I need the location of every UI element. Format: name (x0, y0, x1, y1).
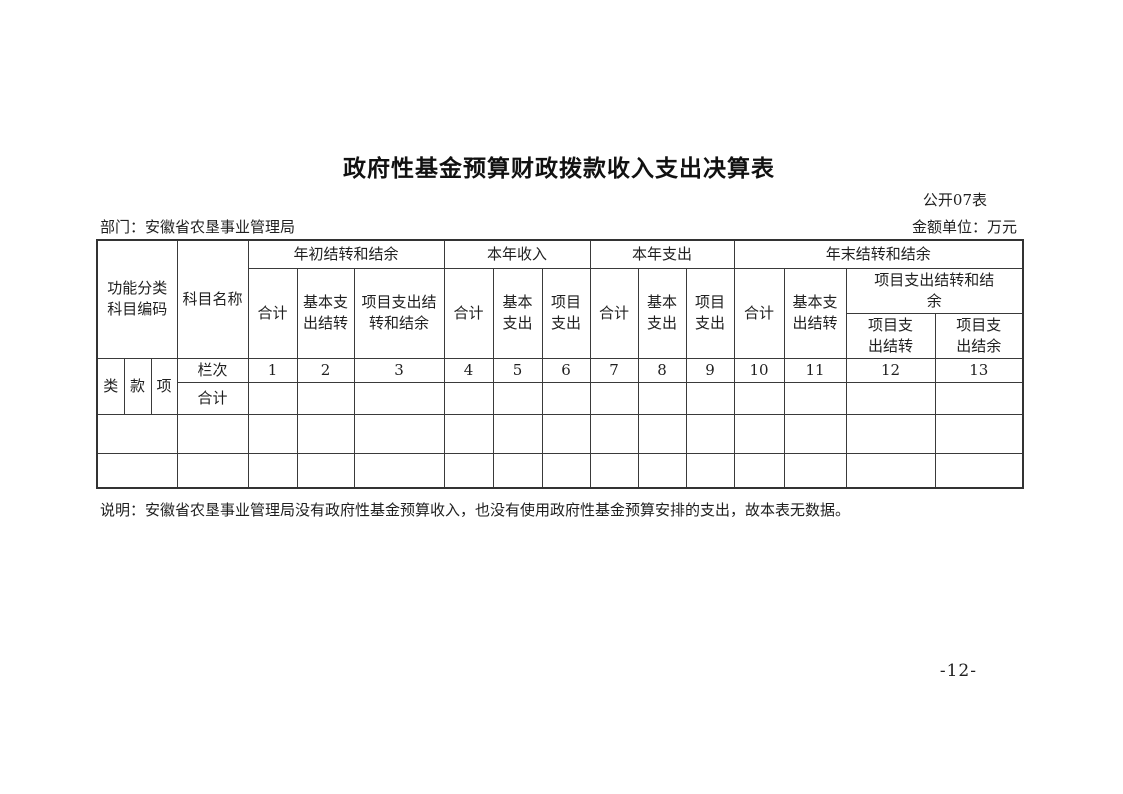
data-cell (541, 413, 591, 454)
header-begin-project-carryover: 项目支出结 转和结余 (353, 267, 445, 359)
data-cell (247, 413, 298, 454)
data-cell (845, 413, 936, 454)
department-line: 部门：安徽省农垦事业管理局 (100, 218, 296, 236)
header-income-project: 项目 支出 (541, 267, 591, 359)
col-number: 9 (685, 357, 735, 383)
data-cell (247, 452, 298, 489)
header-begin-total: 合计 (247, 267, 298, 359)
data-cell (637, 413, 687, 454)
data-cell (353, 452, 445, 489)
header-end-total: 合计 (733, 267, 785, 359)
header-subject-name: 科目名称 (176, 239, 249, 359)
data-cell (443, 381, 494, 415)
data-cell (541, 452, 591, 489)
header-expense-total: 合计 (589, 267, 639, 359)
header-end-project-group: 项目支出结转和结 余 (845, 267, 1024, 314)
code-cell (96, 413, 178, 454)
data-cell (845, 381, 936, 415)
header-group-year-expense: 本年支出 (589, 239, 735, 269)
header-group-end-balance: 年末结转和结余 (733, 239, 1024, 269)
data-cell (589, 452, 639, 489)
header-code-section: 款 (123, 357, 152, 415)
data-cell (685, 381, 735, 415)
col-number: 3 (353, 357, 445, 383)
data-cell (353, 381, 445, 415)
lanci-label: 栏次 (176, 357, 249, 383)
row-label-total: 合计 (176, 381, 249, 415)
header-income-total: 合计 (443, 267, 494, 359)
col-number: 4 (443, 357, 494, 383)
fund-budget-table: 功能分类 科目编码 科目名称 年初结转和结余 本年收入 本年支出 年末结转和结余… (96, 239, 1025, 489)
data-cell (296, 413, 355, 454)
col-number: 12 (845, 357, 936, 383)
header-func-code: 功能分类 科目编码 (96, 239, 178, 359)
header-income-basic: 基本 支出 (492, 267, 543, 359)
data-cell (934, 413, 1024, 454)
data-cell (443, 413, 494, 454)
data-cell (492, 452, 543, 489)
form-code: 公开07表 (922, 191, 987, 209)
data-cell (296, 452, 355, 489)
data-cell (733, 452, 785, 489)
col-number: 8 (637, 357, 687, 383)
col-number: 13 (934, 357, 1024, 383)
data-cell (783, 381, 847, 415)
data-cell (589, 381, 639, 415)
header-end-basic-carryover: 基本支 出结转 (783, 267, 847, 359)
data-cell (783, 452, 847, 489)
header-expense-project: 项目 支出 (685, 267, 735, 359)
col-number: 11 (783, 357, 847, 383)
row-label (176, 452, 249, 489)
header-begin-basic-carryover: 基本支 出结转 (296, 267, 355, 359)
data-cell (492, 381, 543, 415)
data-cell (247, 381, 298, 415)
data-cell (353, 413, 445, 454)
header-group-year-income: 本年收入 (443, 239, 591, 269)
page-number: -12- (939, 661, 977, 681)
header-code-category: 类 (96, 357, 125, 415)
header-expense-basic: 基本 支出 (637, 267, 687, 359)
data-cell (845, 452, 936, 489)
col-number: 2 (296, 357, 355, 383)
data-cell (589, 413, 639, 454)
col-number: 1 (247, 357, 298, 383)
row-label (176, 413, 249, 454)
data-cell (685, 452, 735, 489)
unit-line: 金额单位：万元 (911, 218, 1017, 236)
header-code-item: 项 (150, 357, 178, 415)
col-number: 10 (733, 357, 785, 383)
note-text: 说明：安徽省农垦事业管理局没有政府性基金预算收入，也没有使用政府性基金预算安排的… (100, 501, 851, 519)
data-cell (733, 381, 785, 415)
header-end-project-balance: 项目支 出结余 (934, 312, 1024, 359)
code-cell (96, 452, 178, 489)
col-number: 6 (541, 357, 591, 383)
data-cell (934, 452, 1024, 489)
data-cell (296, 381, 355, 415)
data-cell (733, 413, 785, 454)
col-number: 7 (589, 357, 639, 383)
data-cell (443, 452, 494, 489)
data-cell (637, 452, 687, 489)
data-cell (637, 381, 687, 415)
header-end-project-carryover: 项目支 出结转 (845, 312, 936, 359)
data-cell (783, 413, 847, 454)
data-cell (934, 381, 1024, 415)
data-cell (685, 413, 735, 454)
data-cell (492, 413, 543, 454)
header-group-begin-balance: 年初结转和结余 (247, 239, 445, 269)
data-cell (541, 381, 591, 415)
col-number: 5 (492, 357, 543, 383)
page-title: 政府性基金预算财政拨款收入支出决算表 (343, 155, 775, 181)
